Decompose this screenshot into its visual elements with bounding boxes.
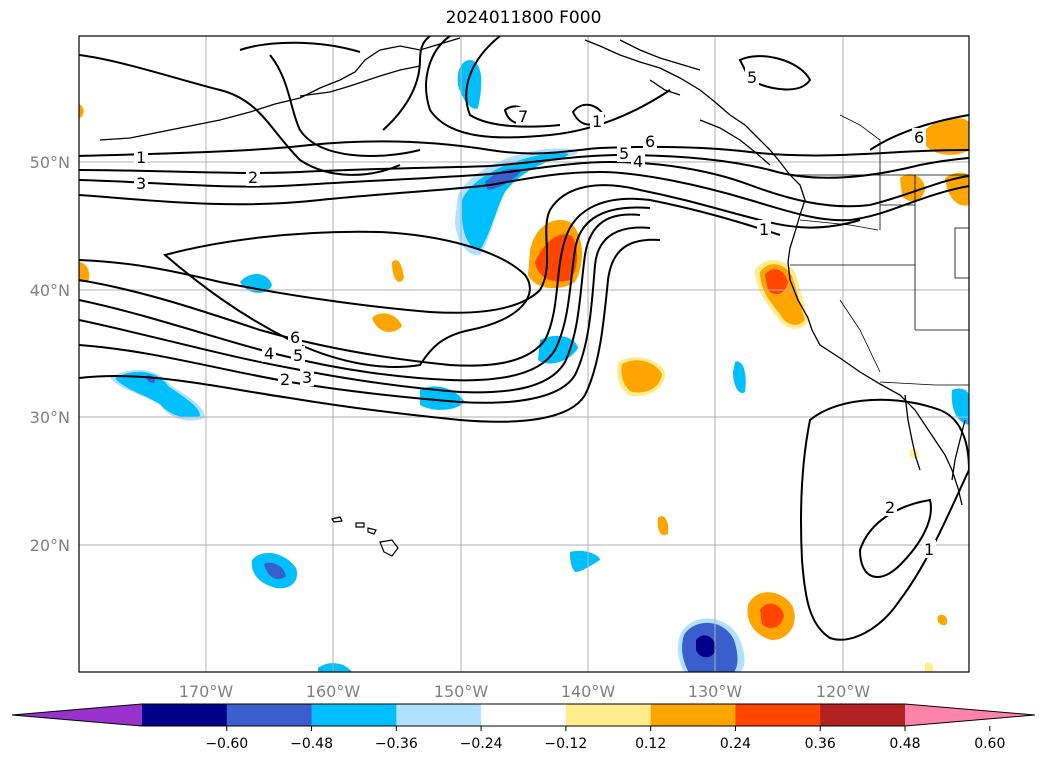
colorbar-segment <box>820 704 906 726</box>
contour-label: 2 <box>280 370 290 389</box>
contour-label: 2 <box>248 168 258 187</box>
contour-label: 1 <box>924 540 934 559</box>
lat-label: 50°N <box>30 153 70 172</box>
lat-label: 40°N <box>30 281 70 300</box>
contour-label: 5 <box>747 68 757 87</box>
lon-label: 130°W <box>688 682 743 701</box>
contour-label: 1 <box>759 220 769 239</box>
colorbar: −0.60 −0.48 −0.36 −0.24 −0.12 0.12 0.24 0.36 0.4… <box>11 703 1036 752</box>
longitude-labels: 170°W 160°W 150°W 140°W 130°W 120°W <box>179 682 871 701</box>
colorbar-tick-label: 0.60 <box>974 736 1005 752</box>
colorbar-segment <box>226 704 313 726</box>
colorbar-tick-label: −0.12 <box>544 736 587 752</box>
contour-label: 4 <box>633 152 643 171</box>
lon-label: 150°W <box>434 682 489 701</box>
colorbar-outline <box>11 703 1036 727</box>
contour-label: 7 <box>518 107 528 126</box>
colorbar-tick-label: 0.24 <box>720 736 751 752</box>
contour-label: 6 <box>645 132 655 151</box>
lat-label: 30°N <box>30 408 70 427</box>
map-area: 1 3 2 6 4 5 2 3 7 1 5 6 4 5 <box>79 36 969 672</box>
lat-label: 20°N <box>30 536 70 555</box>
latitude-labels: 50°N 40°N 30°N 20°N <box>30 153 70 555</box>
colorbar-segment <box>565 704 652 726</box>
contour-label: 6 <box>290 328 300 347</box>
colorbar-segment <box>142 704 228 726</box>
contour-label: 3 <box>136 174 146 193</box>
colorbar-extend-low <box>12 704 142 726</box>
colorbar-segment <box>735 704 821 726</box>
colorbar-tick-label: 0.36 <box>805 736 836 752</box>
colorbar-tick-label: −0.48 <box>290 736 333 752</box>
lon-label: 170°W <box>179 682 234 701</box>
colorbar-tick-label: −0.24 <box>460 736 503 752</box>
contour-lines <box>79 36 969 641</box>
contour-label: 3 <box>302 368 312 387</box>
contour-label: 5 <box>293 346 303 365</box>
colorbar-tick-label: 0.12 <box>635 736 666 752</box>
colorbar-tick-label: 0.48 <box>889 736 920 752</box>
hawaii-islands <box>331 516 399 557</box>
colorbar-tick-label: −0.36 <box>375 736 418 752</box>
contour-label: 4 <box>264 344 274 363</box>
colorbar-segment <box>650 704 736 726</box>
negative-anomaly-shading <box>110 60 969 672</box>
contour-label: 2 <box>885 498 895 517</box>
colorbar-segment <box>311 704 397 726</box>
map-title: 2024011800 F000 <box>445 8 602 28</box>
lon-label: 140°W <box>561 682 616 701</box>
colorbar-segment <box>481 704 567 726</box>
contour-label: 6 <box>914 128 924 147</box>
lon-label: 160°W <box>306 682 361 701</box>
colorbar-segment <box>396 704 482 726</box>
contour-labels: 1 3 2 6 4 5 2 3 7 1 5 6 4 5 <box>134 68 936 559</box>
contour-label: 1 <box>592 112 602 131</box>
colorbar-extend-high <box>905 704 1035 726</box>
coastlines <box>99 37 966 506</box>
contour-label: 1 <box>136 148 146 167</box>
graticule <box>79 36 969 672</box>
colorbar-tick-label: −0.60 <box>205 736 248 752</box>
map-frame <box>78 35 970 673</box>
contour-label: 5 <box>619 144 629 163</box>
lon-label: 120°W <box>816 682 871 701</box>
